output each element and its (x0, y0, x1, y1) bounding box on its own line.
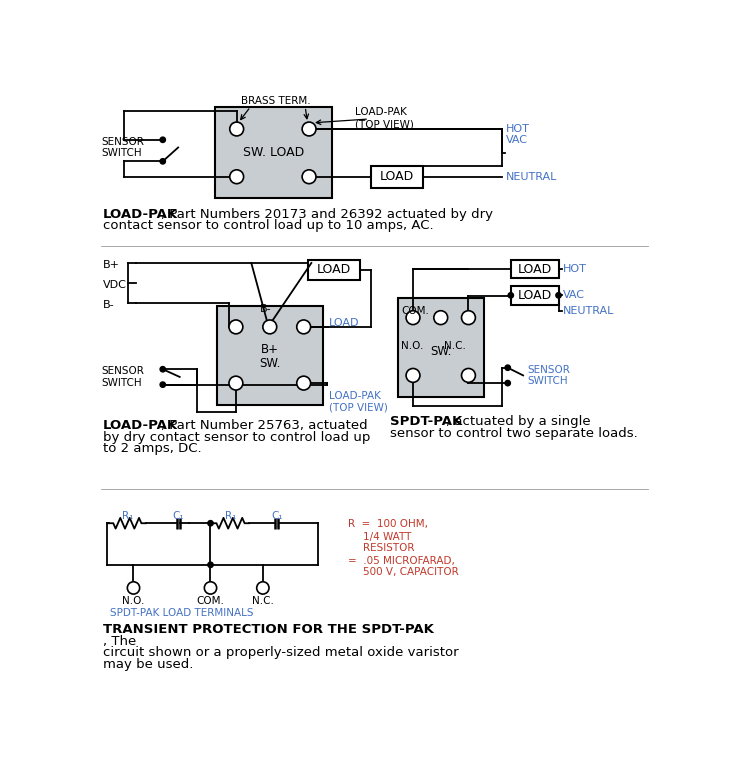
Text: HOT: HOT (506, 124, 529, 134)
Circle shape (160, 159, 166, 164)
Text: TRANSIENT PROTECTION FOR THE SPDT-PAK: TRANSIENT PROTECTION FOR THE SPDT-PAK (103, 624, 434, 637)
Text: SENSOR
SWITCH: SENSOR SWITCH (101, 137, 144, 158)
Circle shape (297, 376, 311, 390)
Text: SW.: SW. (259, 357, 281, 370)
Text: SPDT-PAK: SPDT-PAK (390, 416, 463, 429)
Text: LOAD: LOAD (317, 263, 351, 276)
Text: COM.: COM. (196, 596, 224, 606)
Circle shape (229, 320, 243, 334)
Text: may be used.: may be used. (103, 658, 193, 671)
Text: SENSOR
SWITCH: SENSOR SWITCH (101, 366, 144, 388)
Text: BRASS TERM.: BRASS TERM. (240, 96, 310, 106)
Circle shape (505, 365, 510, 370)
Text: N.C.: N.C. (443, 341, 465, 351)
Text: , Part Numbers 20173 and 26392 actuated by dry: , Part Numbers 20173 and 26392 actuated … (161, 208, 493, 221)
Text: circuit shown or a properly-sized metal oxide varistor: circuit shown or a properly-sized metal … (103, 647, 458, 660)
Text: contact sensor to control load up to 10 amps, AC.: contact sensor to control load up to 10 … (103, 219, 433, 232)
Text: LOAD: LOAD (329, 318, 360, 328)
Text: C₁: C₁ (271, 511, 282, 521)
Bar (511, 260, 559, 278)
Circle shape (160, 137, 166, 143)
Text: LOAD-PAK: LOAD-PAK (103, 420, 178, 433)
Circle shape (462, 368, 476, 382)
Text: 500 V, CAPACITOR: 500 V, CAPACITOR (363, 567, 459, 577)
Circle shape (229, 122, 243, 136)
Circle shape (302, 170, 316, 183)
Text: N.C.: N.C. (252, 596, 274, 606)
Text: sensor to control two separate loads.: sensor to control two separate loads. (390, 427, 638, 440)
Circle shape (406, 368, 420, 382)
Circle shape (556, 293, 561, 298)
Text: SPDT-PAK LOAD TERMINALS: SPDT-PAK LOAD TERMINALS (111, 608, 254, 618)
Text: R₁: R₁ (225, 511, 236, 521)
Text: NEUTRAL: NEUTRAL (506, 172, 557, 182)
Circle shape (160, 382, 166, 387)
Text: by dry contact sensor to control load up: by dry contact sensor to control load up (103, 431, 370, 444)
Bar (217, 306, 323, 405)
Text: =  .05 MICROFARAD,: = .05 MICROFARAD, (347, 555, 454, 565)
Text: N.O.: N.O. (122, 596, 144, 606)
Circle shape (207, 521, 213, 526)
Circle shape (160, 367, 166, 372)
Circle shape (257, 581, 269, 594)
Text: HOT: HOT (563, 264, 587, 274)
Text: , The: , The (103, 635, 136, 648)
Circle shape (434, 311, 448, 324)
Bar (308, 260, 360, 280)
Text: SENSOR
SWITCH: SENSOR SWITCH (528, 364, 570, 387)
Bar (371, 166, 423, 187)
Circle shape (462, 311, 476, 324)
Text: SW. LOAD: SW. LOAD (243, 146, 304, 160)
Text: COM.: COM. (402, 306, 430, 316)
Text: LOAD: LOAD (380, 170, 414, 183)
Bar (511, 286, 559, 304)
Text: LOAD-PAK
(TOP VIEW): LOAD-PAK (TOP VIEW) (329, 391, 388, 413)
Text: to 2 amps, DC.: to 2 amps, DC. (103, 443, 202, 456)
Text: B-: B- (260, 304, 272, 314)
Text: C₁: C₁ (172, 511, 184, 521)
Text: LOAD-PAK
(TOP VIEW): LOAD-PAK (TOP VIEW) (356, 107, 414, 129)
Text: LOAD-PAK: LOAD-PAK (103, 208, 178, 221)
Text: R₁: R₁ (122, 511, 133, 521)
Bar (215, 107, 332, 199)
Text: , Part Number 25763, actuated: , Part Number 25763, actuated (161, 420, 368, 433)
Circle shape (263, 320, 277, 334)
Circle shape (128, 581, 140, 594)
Circle shape (229, 170, 243, 183)
Text: 1/4 WATT: 1/4 WATT (363, 532, 411, 542)
Circle shape (406, 311, 420, 324)
Circle shape (229, 376, 243, 390)
Text: N.O.: N.O. (401, 341, 423, 351)
Circle shape (207, 562, 213, 568)
Text: LOAD: LOAD (517, 262, 552, 275)
Text: VAC: VAC (563, 291, 585, 301)
Text: SW.: SW. (430, 345, 452, 358)
Text: B+: B+ (103, 260, 119, 270)
Circle shape (205, 581, 217, 594)
Text: R  =  100 OHM,: R = 100 OHM, (347, 519, 427, 529)
Circle shape (302, 122, 316, 136)
Circle shape (297, 320, 311, 334)
Text: RESISTOR: RESISTOR (363, 543, 414, 553)
Text: VDC: VDC (103, 280, 127, 290)
Circle shape (508, 293, 514, 298)
Circle shape (505, 380, 510, 386)
Text: VAC: VAC (506, 135, 528, 145)
Text: LOAD: LOAD (517, 289, 552, 302)
Bar (397, 298, 484, 397)
Text: , actuated by a single: , actuated by a single (446, 416, 591, 429)
Text: B-: B- (103, 300, 114, 310)
Text: B+: B+ (261, 343, 279, 356)
Text: NEUTRAL: NEUTRAL (563, 306, 614, 316)
